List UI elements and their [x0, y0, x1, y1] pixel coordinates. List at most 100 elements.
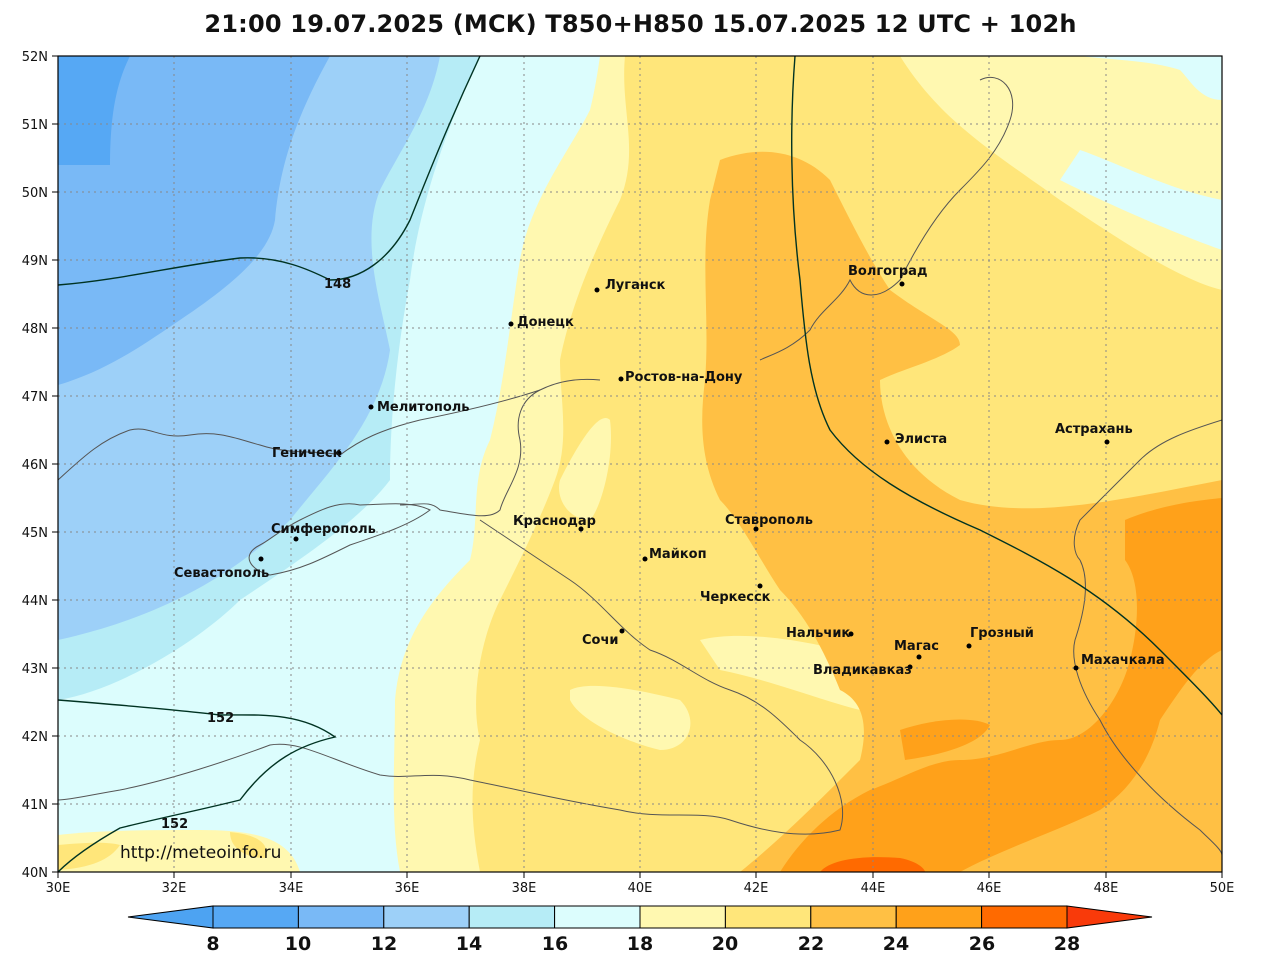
- city-dot: [899, 281, 905, 287]
- lat-label: 43N: [22, 662, 48, 677]
- colorbar-segment: [212, 905, 299, 929]
- colorbar-segment: [383, 905, 470, 929]
- lon-label: 30E: [46, 881, 71, 896]
- city-label: Черкесск: [700, 590, 771, 605]
- city-dot: [1104, 439, 1110, 445]
- lat-label: 50N: [22, 186, 48, 201]
- colorbar-tick: 20: [712, 933, 738, 955]
- city-dot: [508, 321, 514, 327]
- colorbar-tick: 12: [371, 933, 397, 955]
- colorbar-segment: [297, 905, 385, 929]
- lat-label: 41N: [22, 798, 48, 813]
- city-dot: [336, 450, 342, 456]
- city-label: Махачкала: [1081, 653, 1165, 668]
- city-dot: [753, 526, 759, 532]
- city-dot: [258, 556, 264, 562]
- city-dot: [966, 643, 972, 649]
- lat-label: 51N: [22, 118, 48, 133]
- lon-label: 44E: [861, 881, 886, 896]
- city-label: Грозный: [970, 626, 1034, 641]
- city-dot: [848, 631, 854, 637]
- city-label: Мелитополь: [377, 400, 470, 415]
- lat-label: 49N: [22, 254, 48, 269]
- city-label: Астрахань: [1055, 422, 1133, 437]
- city-label: Владикавказ: [813, 663, 912, 678]
- lat-label: 48N: [22, 322, 48, 337]
- city-label: Майкоп: [649, 547, 707, 562]
- colorbar-segment: [895, 905, 983, 929]
- graticule: [58, 56, 1222, 872]
- colorbar-extend-low: [127, 905, 214, 929]
- lat-label: 52N: [22, 50, 48, 65]
- city-dot: [916, 654, 922, 660]
- city-dot: [757, 583, 763, 589]
- city-dot: [884, 439, 890, 445]
- colorbar-segment: [810, 905, 897, 929]
- contour-label: 152: [161, 817, 188, 832]
- lat-axis: 52N 51N 50N 49N 48N 47N 46N 45N 44N 43N …: [22, 50, 58, 881]
- colorbar-tick: 26: [969, 933, 995, 955]
- lat-label: 40N: [22, 866, 48, 881]
- lat-label: 44N: [22, 594, 48, 609]
- city-dot: [578, 526, 584, 532]
- city-dot: [618, 376, 624, 382]
- city-label: Севастополь: [174, 566, 269, 581]
- colorbar-segment: [639, 905, 726, 929]
- city-dot: [642, 556, 648, 562]
- city-label: Ставрополь: [725, 513, 813, 528]
- city-label: Сочи: [582, 633, 619, 648]
- lon-label: 32E: [162, 881, 187, 896]
- height-contours: [58, 56, 1222, 872]
- city-label: Элиста: [895, 432, 947, 447]
- lat-label: 45N: [22, 526, 48, 541]
- source-url: http://meteoinfo.ru: [120, 843, 281, 863]
- city-dot: [368, 404, 374, 410]
- contour-labels: 148 152 152: [161, 277, 351, 832]
- city-label: Донецк: [517, 315, 574, 330]
- colorbar-tick: 14: [456, 933, 482, 955]
- lon-label: 34E: [279, 881, 304, 896]
- colorbar-tick: 24: [883, 933, 909, 955]
- city-dot: [907, 664, 913, 670]
- colorbar-tick: 8: [206, 933, 219, 955]
- colorbar-segment: [554, 905, 641, 929]
- city-label: Магас: [894, 639, 939, 654]
- lat-label: 47N: [22, 390, 48, 405]
- city-label: Нальчик: [786, 626, 850, 641]
- contour-label: 148: [324, 277, 351, 292]
- colorbar-segment: [724, 905, 812, 929]
- colorbar: 8 10 12 14 16 18 20 22 24 26 28: [127, 905, 1153, 955]
- colorbar-tick: 22: [798, 933, 824, 955]
- city-label: Краснодар: [513, 514, 596, 529]
- city-dot: [594, 287, 600, 293]
- colorbar-extend-high: [1066, 905, 1153, 929]
- colorbar-segment: [468, 905, 556, 929]
- city-markers: Волгоград Луганск Донецк Ростов-на-Дону …: [174, 264, 1165, 678]
- lon-label: 40E: [628, 881, 653, 896]
- colorbar-tick: 18: [627, 933, 653, 955]
- colorbar-ticks: 8 10 12 14 16 18 20 22 24 26 28: [206, 933, 1080, 955]
- city-label: Ростов-на-Дону: [625, 370, 743, 385]
- city-dot: [293, 536, 299, 542]
- contour-label: 152: [207, 711, 234, 726]
- colorbar-tick: 16: [542, 933, 568, 955]
- colorbar-segment: [981, 905, 1068, 929]
- colorbar-tick: 28: [1054, 933, 1080, 955]
- city-dot: [1073, 665, 1079, 671]
- colorbar-tick: 10: [285, 933, 311, 955]
- lon-axis: 30E 32E 34E 36E 38E 40E 42E 44E 46E 48E …: [46, 872, 1235, 896]
- colorbar-swatches: [127, 905, 1153, 929]
- city-label: Симферополь: [271, 522, 376, 537]
- city-label: Волгоград: [848, 264, 927, 279]
- lon-label: 36E: [395, 881, 420, 896]
- lon-label: 46E: [977, 881, 1002, 896]
- city-label: Луганск: [605, 278, 666, 293]
- city-dot: [619, 628, 625, 634]
- lon-label: 50E: [1210, 881, 1235, 896]
- coastline: [58, 76, 1222, 856]
- map-title: 21:00 19.07.2025 (МСК) T850+H850 15.07.2…: [204, 10, 1077, 38]
- lon-label: 42E: [744, 881, 769, 896]
- lon-label: 38E: [512, 881, 537, 896]
- lat-label: 42N: [22, 730, 48, 745]
